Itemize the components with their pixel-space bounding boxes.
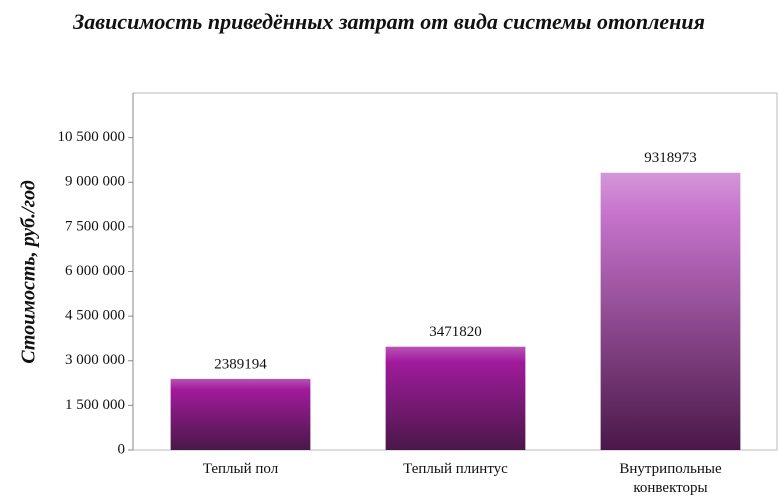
x-tick-label: Внутрипольные конвекторы — [619, 461, 722, 496]
y-tick-label: 4 500 000 — [65, 308, 125, 324]
y-tick-label: 7 500 000 — [65, 218, 125, 234]
y-tick-label: 1 500 000 — [65, 397, 125, 413]
y-tick-label: 3 000 000 — [65, 352, 125, 368]
y-tick-label: 9 000 000 — [65, 174, 125, 190]
bar — [600, 172, 741, 450]
bar — [170, 378, 311, 450]
chart-title-text: Зависимость приведённых затрат от вида с… — [73, 9, 705, 34]
chart-title: Зависимость приведённых затрат от вида с… — [0, 8, 778, 36]
bar — [385, 346, 526, 450]
y-axis-label: Стоимость, руб./год — [18, 180, 40, 364]
data-label: 3471820 — [429, 324, 482, 340]
y-tick-label: 10 500 000 — [58, 129, 126, 145]
x-tick-label: Теплый плинтус — [403, 461, 508, 477]
data-label: 9318973 — [644, 150, 697, 166]
y-tick-label: 6 000 000 — [65, 263, 125, 279]
data-label: 2389194 — [214, 356, 267, 372]
x-tick-label: Теплый пол — [202, 461, 279, 477]
y-tick-label: 0 — [118, 441, 126, 457]
